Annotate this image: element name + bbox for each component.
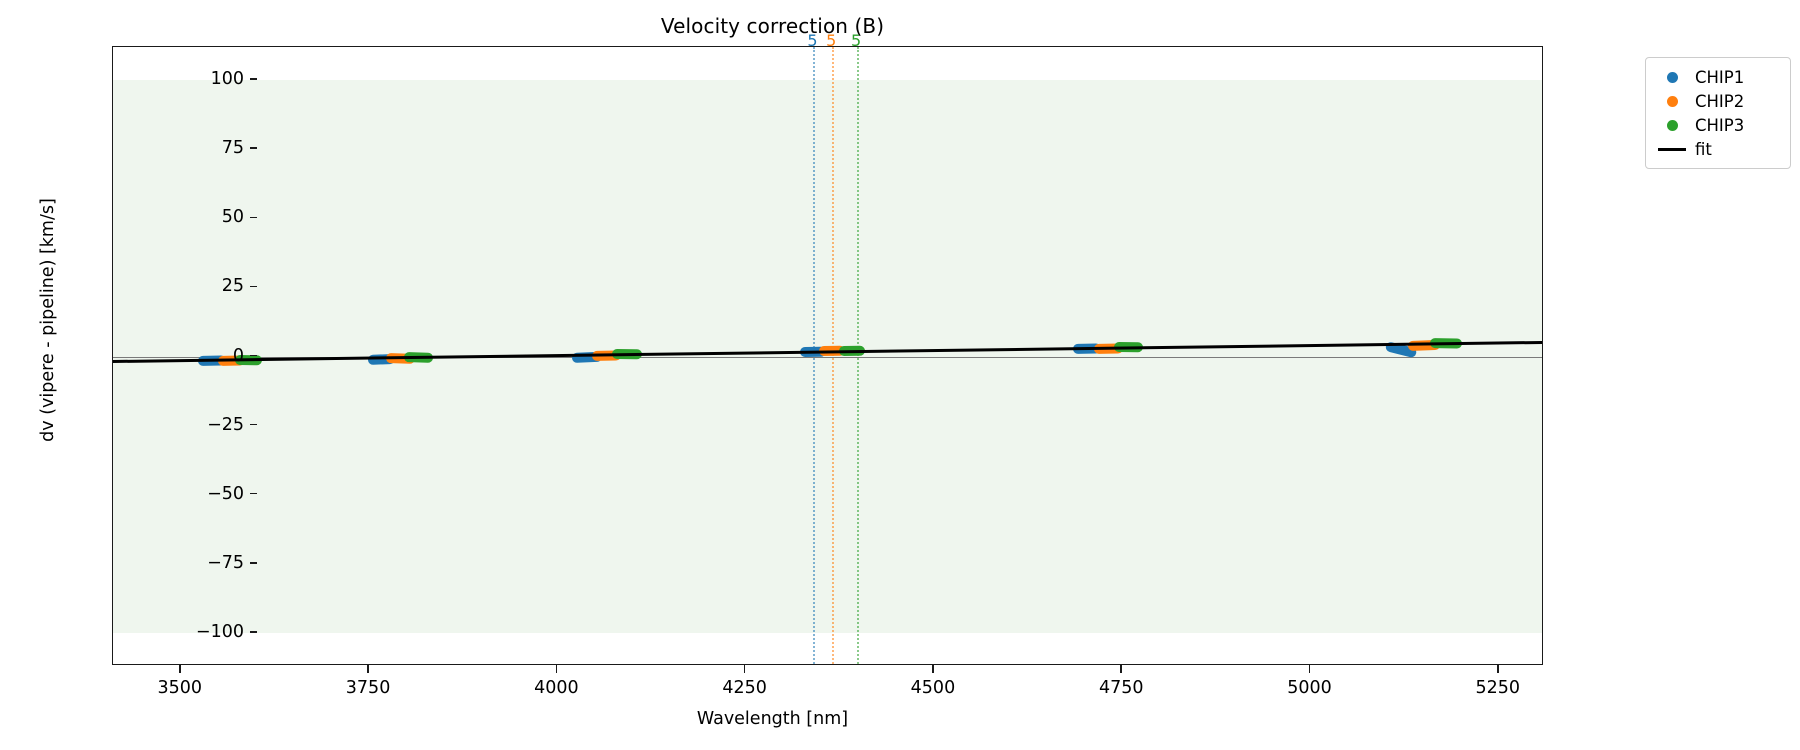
y-tick-label: 75 [221,138,244,159]
y-tick-label: −100 [195,621,244,642]
y-tick-label: −50 [207,483,244,504]
y-tick-mark [250,561,257,564]
x-tick-mark [1497,665,1499,673]
legend-label: fit [1695,139,1712,159]
y-tick-mark [250,354,257,357]
y-tick-mark [250,631,257,633]
x-tick-mark [1308,665,1311,673]
dot-icon [1666,119,1678,131]
x-tick-mark [932,665,934,673]
x-tick-label: 4250 [722,678,767,698]
x-tick-mark [743,665,746,673]
chart-legend[interactable]: CHIP1 CHIP2 CHIP3 fit [1645,57,1791,169]
x-tick-mark [178,665,181,673]
dot-icon [1666,71,1678,83]
x-tick-mark [555,665,558,673]
x-axis-label: Wavelength [nm] [696,709,849,729]
legend-item-chip2[interactable]: CHIP2 [1655,89,1781,113]
legend-dot-icon [1655,119,1689,131]
legend-item-chip3[interactable]: CHIP3 [1655,113,1781,137]
legend-item-chip1[interactable]: CHIP1 [1655,65,1781,89]
legend-line-icon [1655,147,1689,151]
dot-icon [1666,95,1678,107]
legend-label: CHIP3 [1695,115,1745,135]
line-icon [1658,147,1686,151]
x-tick-label: 3750 [345,678,391,698]
x-tick-label: 3500 [157,678,203,698]
x-tick-label: 5000 [1287,678,1332,698]
y-tick-mark [250,492,257,495]
vertical-marker-label: 5 [807,31,818,50]
zero-reference-line [113,356,1542,358]
y-tick-mark [250,78,257,80]
y-tick-label: −75 [207,552,244,573]
x-tick-label: 4000 [534,678,579,698]
legend-dot-icon [1655,95,1689,107]
plot-area[interactable] [112,46,1543,665]
y-tick-label: 100 [210,69,244,90]
x-tick-label: 4500 [910,678,956,698]
y-tick-label: 50 [221,207,244,228]
legend-label: CHIP1 [1695,67,1745,87]
vertical-marker-label: 5 [851,31,862,50]
y-tick-label: 25 [221,276,244,297]
legend-dot-icon [1655,71,1689,83]
vertical-marker-label: 5 [826,31,837,50]
y-tick-mark [250,423,257,426]
y-tick-mark [250,285,257,288]
x-tick-mark [1120,665,1123,673]
y-tick-mark [250,216,257,219]
legend-item-fit[interactable]: fit [1655,137,1781,161]
y-tick-mark [250,147,257,150]
y-axis-label: dv (vipere - pipeline) [km/s] [38,198,58,442]
y-tick-label: 0 [232,345,244,366]
x-tick-label: 4750 [1098,678,1144,698]
chart-title: Velocity correction (B) [660,14,885,38]
x-tick-label: 5250 [1475,678,1521,698]
y-tick-label: −25 [207,414,244,435]
x-tick-mark [367,665,369,673]
legend-label: CHIP2 [1695,91,1745,111]
